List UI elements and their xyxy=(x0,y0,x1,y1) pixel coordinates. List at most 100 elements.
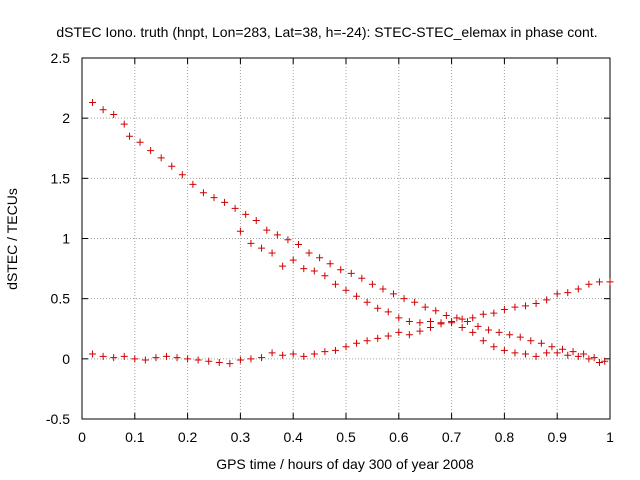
data-point xyxy=(289,256,297,264)
chart-title: dSTEC Iono. truth (hnpt, Lon=283, Lat=38… xyxy=(56,24,597,40)
series-1 xyxy=(89,99,609,365)
data-point xyxy=(199,189,207,197)
data-point xyxy=(458,324,466,332)
data-point xyxy=(469,314,477,322)
data-point xyxy=(210,194,218,202)
data-point xyxy=(126,132,134,140)
data-point xyxy=(289,350,297,358)
data-point xyxy=(442,312,450,320)
data-point xyxy=(432,307,440,315)
data-point xyxy=(331,280,339,288)
data-point xyxy=(601,357,609,365)
x-tick-label: 0.1 xyxy=(125,429,145,445)
data-point xyxy=(99,352,107,360)
data-point xyxy=(252,216,260,224)
data-point xyxy=(316,254,324,262)
data-point xyxy=(553,349,561,357)
data-point xyxy=(284,236,292,244)
data-point xyxy=(527,337,535,345)
data-point xyxy=(485,326,493,334)
data-point xyxy=(279,262,287,270)
data-point xyxy=(258,244,266,252)
data-point xyxy=(152,354,160,362)
data-point xyxy=(405,318,413,326)
data-point xyxy=(500,346,508,354)
data-point xyxy=(548,343,556,351)
data-point xyxy=(136,138,144,146)
data-point xyxy=(463,318,471,326)
data-point xyxy=(553,290,561,298)
x-tick-label: 0.7 xyxy=(442,429,462,445)
y-tick-label: 2 xyxy=(62,110,70,126)
data-point xyxy=(342,343,350,351)
data-point xyxy=(358,274,366,282)
data-point xyxy=(215,358,223,366)
data-point xyxy=(221,198,229,206)
data-point xyxy=(448,318,456,326)
data-point xyxy=(189,180,197,188)
y-tick-label: 1 xyxy=(62,231,70,247)
data-point xyxy=(242,210,250,218)
data-point xyxy=(405,331,413,339)
y-tick-label: 0 xyxy=(62,351,70,367)
x-tick-label: 0.4 xyxy=(283,429,303,445)
data-points xyxy=(89,99,614,368)
data-point xyxy=(532,299,540,307)
data-point xyxy=(374,304,382,312)
data-point xyxy=(321,348,329,356)
data-point xyxy=(310,267,318,275)
data-point xyxy=(374,334,382,342)
data-point xyxy=(543,349,551,357)
data-point xyxy=(490,309,498,317)
data-point xyxy=(347,269,355,277)
data-point xyxy=(353,292,361,300)
data-point xyxy=(585,280,593,288)
data-point xyxy=(532,352,540,360)
data-point xyxy=(453,314,461,322)
data-point xyxy=(247,239,255,247)
data-point xyxy=(263,226,271,234)
data-point xyxy=(89,99,97,107)
data-point xyxy=(564,289,572,297)
x-tick-label: 0.3 xyxy=(231,429,251,445)
data-point xyxy=(321,272,329,280)
data-point xyxy=(294,241,302,249)
data-point xyxy=(236,356,244,364)
data-point xyxy=(574,352,582,360)
x-tick-label: 0.9 xyxy=(547,429,567,445)
data-point xyxy=(363,337,371,345)
data-point xyxy=(141,356,149,364)
data-point xyxy=(595,358,603,366)
data-point xyxy=(506,331,514,339)
data-point xyxy=(337,266,345,274)
data-point xyxy=(479,310,487,318)
y-tick-label: 2.5 xyxy=(51,50,71,66)
data-point xyxy=(110,354,118,362)
data-point xyxy=(131,355,139,363)
data-point xyxy=(236,227,244,235)
data-point xyxy=(368,280,376,288)
data-point xyxy=(426,324,434,332)
x-tick-label: 1 xyxy=(606,429,614,445)
axis-ticks: 0 0.1 0.2 0.3 0.4 0.5 0.6 0.7 0.8 0.9 1 -0.5 0 0.5 1 1.… xyxy=(46,50,614,445)
data-point xyxy=(342,286,350,294)
data-point xyxy=(516,333,524,341)
data-point xyxy=(194,356,202,364)
data-point xyxy=(458,315,466,323)
data-point xyxy=(168,162,176,170)
series-2 xyxy=(236,227,603,366)
data-point xyxy=(226,360,234,368)
data-point xyxy=(574,285,582,293)
data-point xyxy=(205,357,213,365)
data-point xyxy=(379,285,387,293)
x-tick-label: 0.8 xyxy=(495,429,515,445)
data-point xyxy=(305,249,313,257)
data-point xyxy=(585,355,593,363)
data-point xyxy=(99,106,107,114)
y-tick-label: -0.5 xyxy=(46,411,70,427)
data-point xyxy=(162,352,170,360)
data-point xyxy=(474,322,482,330)
data-point xyxy=(590,354,598,362)
data-point xyxy=(353,339,361,347)
data-point xyxy=(411,298,419,306)
